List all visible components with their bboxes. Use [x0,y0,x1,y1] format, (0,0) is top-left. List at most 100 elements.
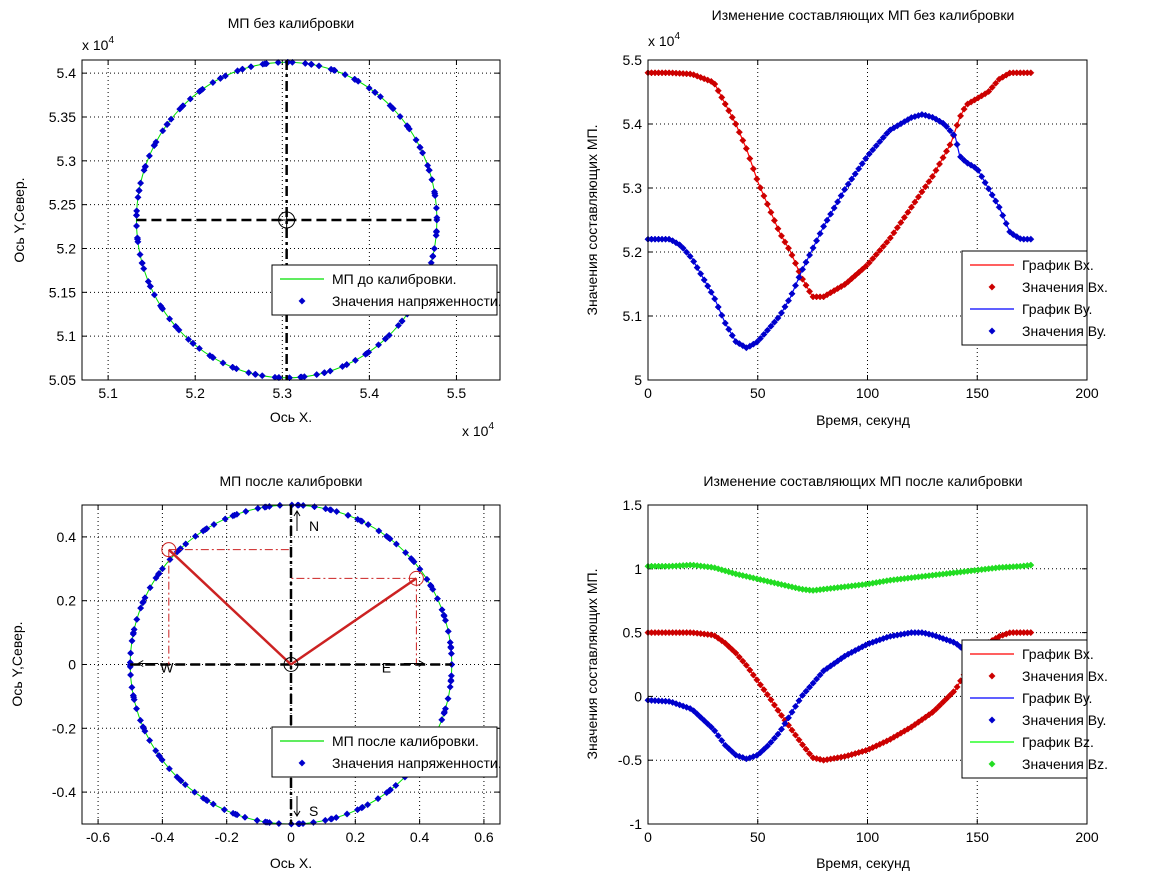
data-point [728,748,736,756]
data-point [132,705,141,713]
plot-title: МП после калибровки [219,473,362,489]
data-point [869,146,877,154]
data-point [865,150,873,158]
data-point [358,804,366,812]
data-point [209,78,217,87]
data-point [942,147,951,155]
data-point [132,222,141,230]
compass-east-label: E [382,660,391,676]
legend-marker-swatch [988,672,996,680]
data-point [732,120,740,128]
y-tick-label: -0.2 [52,720,76,736]
data-point [872,251,880,259]
data-point [932,166,940,174]
data-point [146,584,154,592]
plot-frame [647,59,1088,381]
data-point [904,208,912,216]
data-point [753,175,761,183]
y-tick-label: 5.3 [623,180,643,196]
data-point [128,683,136,691]
data-point [679,702,687,710]
y-exponent-label: x 104 [82,35,114,53]
y-tick-label: 5.4 [57,65,77,81]
data-point [872,142,880,150]
data-point [721,319,729,327]
plot-mp-after-calibration: -0.6 -0.4 -0.2 0 0.2 0.4 0.6 -0.4 -0.2 0 0.2 0.4 N S W… [9,473,502,871]
x-axis-label: Ось Х. [270,855,312,871]
data-point [315,62,323,70]
y-tick-label: 5.5 [623,52,643,68]
data-point [830,204,838,212]
y-tick-label: 0 [68,657,76,673]
west-arrow-icon [137,660,159,667]
data-point [788,708,796,716]
data-point [137,604,145,612]
data-point [133,234,141,242]
data-point [777,309,786,317]
data-point [428,176,436,184]
data-point [770,701,778,709]
x-tick-label: 0.2 [346,829,366,845]
y-tick-label: 5.1 [623,308,643,324]
data-point [343,810,351,818]
x-tick-label: 50 [750,385,766,401]
data-point [697,73,705,81]
data-point [788,290,796,298]
legend-marker-swatch [298,297,306,305]
x-tick-label: -0.6 [86,829,110,845]
data-point [704,282,712,290]
data-point [676,241,684,249]
data-point [241,813,249,821]
data-point [679,244,687,252]
plot-title: Изменение составляющих МП без калибровки [712,7,1015,23]
data-point [791,702,800,710]
data-point [333,508,341,516]
legend-box [961,639,1088,779]
data-point [721,100,729,108]
y-tick-label: 5.25 [49,197,76,213]
data-point [813,237,821,245]
data-point [128,637,136,645]
data-point [760,745,768,753]
data-point [191,788,199,796]
data-point [447,650,455,658]
data-point [844,180,852,188]
y-tick-label: 5.2 [623,244,643,260]
y-axis-label: Ось Y,Север. [9,621,25,706]
data-point [704,76,712,84]
data-point [139,723,147,731]
data-point [307,60,315,68]
data-point [928,631,937,639]
data-point [774,730,782,738]
data-point [145,152,153,160]
y-tick-label: 1 [634,561,642,577]
x-tick-label: 0 [287,829,295,845]
data-point [795,697,803,705]
data-point [365,84,373,92]
data-point [274,58,282,66]
legend-entry: МП до калибровки. [332,271,457,287]
x-tick-label: 150 [966,829,990,845]
data-point [376,93,384,101]
data-point [781,238,789,246]
plot-title: МП без калибровки [228,15,354,31]
data-point [375,527,383,535]
data-point [440,709,448,717]
south-arrow-icon [293,796,301,817]
data-point [946,691,954,699]
data-point [777,711,786,719]
data-point [935,633,944,641]
data-point [774,314,782,322]
data-point [862,155,870,163]
data-point [735,128,743,136]
data-point [823,216,831,224]
data-point [725,642,733,651]
x-tick-label: 100 [856,829,880,845]
data-point [127,671,135,679]
data-point [718,737,726,745]
data-point [855,165,863,173]
y-tick-label: 5.3 [57,153,77,169]
data-point [676,701,684,709]
data-point [132,211,141,219]
data-point [163,121,171,129]
